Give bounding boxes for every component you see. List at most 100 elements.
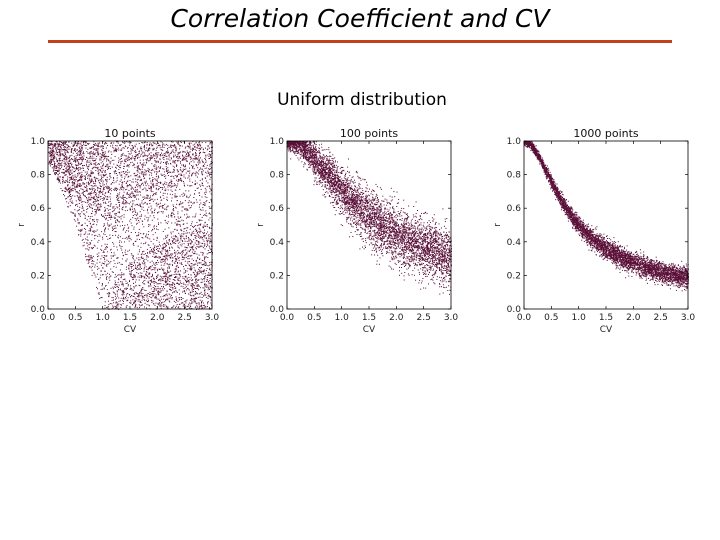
data-point (65, 187, 67, 189)
data-point (149, 172, 151, 174)
data-point (119, 236, 121, 238)
data-point (63, 146, 65, 148)
data-point (173, 166, 175, 168)
data-point (121, 215, 123, 217)
data-point (202, 204, 204, 206)
data-point (144, 153, 146, 155)
data-point (53, 156, 54, 158)
data-point (142, 165, 144, 167)
data-point (66, 169, 68, 171)
data-point (159, 292, 161, 293)
data-point (130, 141, 132, 143)
data-point (210, 302, 212, 304)
data-point (122, 279, 124, 281)
data-point (164, 288, 166, 290)
data-point (198, 234, 199, 236)
data-point (125, 200, 127, 201)
data-point (56, 152, 58, 154)
data-point (149, 251, 151, 253)
data-point (112, 297, 114, 299)
data-point (193, 201, 195, 203)
data-point (131, 191, 133, 193)
data-point (79, 180, 81, 181)
data-point (175, 240, 177, 242)
data-point (188, 239, 190, 241)
data-point (139, 266, 141, 268)
data-point (168, 277, 170, 279)
data-point (134, 276, 136, 278)
data-point (171, 215, 173, 216)
data-point (163, 259, 165, 260)
data-point (193, 230, 195, 232)
data-point (70, 172, 72, 174)
data-point (109, 273, 110, 275)
data-point (207, 231, 209, 233)
data-point (180, 167, 182, 169)
data-point (169, 301, 171, 303)
data-point (105, 215, 107, 216)
data-point (80, 159, 82, 161)
data-point (133, 268, 135, 270)
data-point (181, 145, 183, 147)
data-point (168, 293, 170, 295)
data-point (120, 186, 122, 188)
data-point (178, 153, 180, 155)
data-point (165, 283, 167, 285)
data-point (132, 181, 134, 183)
data-point (164, 301, 166, 303)
data-point (97, 150, 99, 152)
data-point (177, 152, 179, 154)
data-point (156, 202, 158, 204)
data-point (98, 146, 100, 148)
data-point (206, 233, 207, 235)
data-point (102, 274, 104, 276)
data-point (82, 167, 84, 169)
data-point (67, 196, 69, 198)
data-point (172, 240, 174, 242)
data-point (101, 178, 102, 180)
data-point (194, 183, 196, 184)
data-point (158, 152, 160, 154)
data-point (179, 157, 181, 159)
data-point (182, 224, 184, 225)
data-point (49, 162, 51, 164)
data-point (194, 250, 196, 252)
data-point (189, 142, 190, 144)
data-point (195, 154, 197, 156)
data-point (122, 207, 124, 209)
data-point (194, 276, 196, 278)
data-point (198, 285, 200, 287)
data-point (103, 186, 105, 188)
data-point (201, 259, 203, 261)
data-point (50, 156, 52, 158)
data-point (138, 234, 139, 236)
data-point (177, 271, 179, 273)
data-point (98, 169, 100, 171)
data-point (166, 298, 168, 300)
data-point (173, 239, 175, 241)
data-point (169, 153, 171, 154)
data-point (75, 165, 77, 167)
data-point (176, 159, 178, 161)
data-point (172, 292, 173, 294)
data-point (140, 242, 142, 244)
data-point (130, 192, 132, 194)
data-point (102, 274, 104, 276)
data-point (143, 152, 145, 154)
data-point (110, 204, 112, 206)
data-point (104, 231, 106, 233)
data-point (66, 157, 68, 159)
data-point (198, 150, 200, 152)
data-point (140, 206, 142, 208)
data-point (178, 180, 180, 182)
data-point (141, 276, 142, 278)
data-point (195, 292, 197, 294)
data-point (197, 225, 199, 227)
data-point (166, 242, 168, 244)
data-point (131, 155, 133, 157)
data-point (191, 233, 193, 235)
data-point (55, 149, 57, 151)
data-point (49, 143, 51, 145)
data-point (86, 242, 88, 244)
data-point (166, 256, 168, 258)
